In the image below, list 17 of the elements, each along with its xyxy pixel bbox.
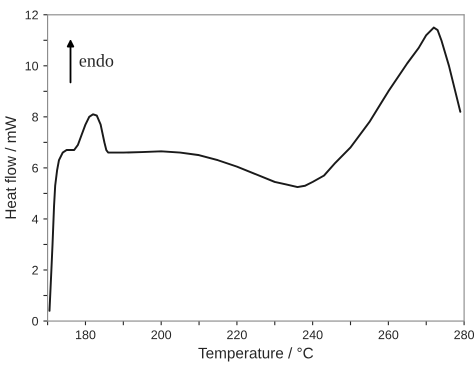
y-tick-label: 2: [32, 266, 38, 275]
x-tick-label: 220: [227, 330, 247, 340]
y-axis-title: Heat flow / mW: [4, 116, 16, 218]
annotation: endo: [80, 54, 114, 67]
x-tick-label: 240: [302, 330, 323, 340]
y-tick-label: 12: [26, 10, 38, 20]
y-tick-label: 8: [32, 112, 38, 122]
x-tick-label: 260: [378, 330, 398, 340]
y-tick-label: 6: [32, 164, 38, 173]
x-tick-label: 200: [151, 330, 172, 340]
x-tick-label: 280: [454, 330, 474, 340]
y-tick-label: 4: [32, 214, 38, 224]
y-tick-label: 10: [26, 62, 38, 70]
line-series: [48, 26, 462, 312]
x-tick-label: 180: [76, 330, 96, 340]
x-axis-title: Temperature / °C: [198, 347, 314, 362]
y-tick-label: 0: [32, 316, 38, 326]
